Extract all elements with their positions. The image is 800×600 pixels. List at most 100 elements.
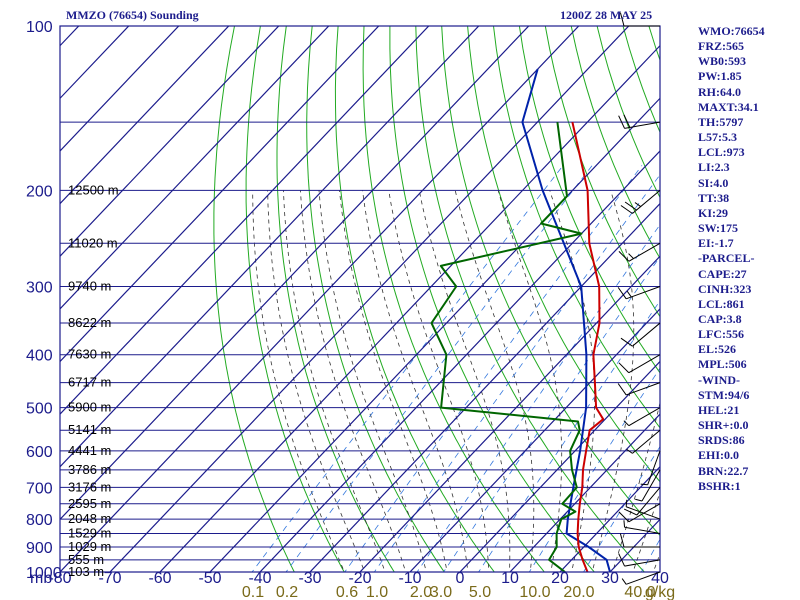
dry-adiabat (778, 26, 800, 584)
mixing-ratio-label: 10.0 (519, 584, 550, 600)
wind-barb-flag (623, 520, 626, 528)
pressure-tick-label: 1000 (26, 565, 62, 582)
temperature-tick-label: -10 (398, 570, 421, 587)
wind-barb-staff (626, 382, 661, 396)
wind-barb (621, 571, 661, 585)
mixing-ratio-label: 1.0 (366, 584, 388, 600)
index-item: KI:29 (698, 205, 728, 220)
temperature-tick-label: -60 (148, 570, 171, 587)
height-label: 11020 m (68, 235, 118, 250)
moist-adiabat (612, 401, 660, 572)
index-item: LFC:556 (698, 327, 744, 342)
plot-frame (59, 25, 661, 573)
height-label: 4441 m (68, 443, 111, 458)
isotherm (60, 26, 180, 152)
height-label: 12500 m (68, 182, 119, 197)
height-label: 3786 m (68, 462, 111, 477)
index-item: -WIND- (698, 372, 740, 387)
wind-barb-flag (620, 337, 633, 347)
wind-barb-flag (624, 201, 637, 211)
plot-area (0, 14, 800, 584)
isotherm (0, 14, 40, 584)
index-item: LCL:861 (698, 296, 745, 311)
wind-barb-flag (617, 287, 627, 300)
dry-adiabat (544, 26, 660, 318)
index-item: EL:526 (698, 342, 737, 357)
isotherm (109, 26, 630, 572)
wind-barb-staff (624, 121, 661, 129)
index-item: EHI:0.0 (698, 448, 740, 463)
isotherm (60, 26, 380, 363)
wind-barb (626, 429, 661, 454)
wind-barb-flag (640, 483, 648, 486)
wind-barb-staff (636, 487, 661, 516)
index-item: BRN:22.7 (698, 463, 749, 478)
wind-barb-flag (621, 578, 627, 585)
mixing-ratio-line (478, 300, 660, 572)
wind-barb-flag (635, 498, 643, 502)
moist-adiabat (252, 190, 345, 572)
isotherm (209, 97, 660, 572)
isotherm (60, 26, 280, 258)
index-item: FRZ:565 (698, 39, 744, 54)
mixing-ratio-label: 0.2 (276, 584, 298, 600)
isotherm (409, 307, 660, 572)
wind-barb-flag (623, 420, 630, 426)
temperature-tick-label: -80 (48, 570, 71, 587)
pressure-tick-label: 700 (26, 480, 53, 497)
wind-barb-staff (626, 286, 661, 300)
index-item: CAPE:27 (698, 266, 747, 281)
isotherm (359, 255, 660, 572)
wind-barb-flag (628, 253, 634, 259)
temperature-tick-label: -50 (198, 570, 221, 587)
station-title: MMZO (76654) Sounding (66, 8, 199, 22)
temperature-tick-label: 10 (501, 570, 519, 587)
mixing-ratio-line (583, 445, 660, 572)
dry-adiabat (570, 26, 660, 260)
wind-barb-staff (624, 526, 661, 534)
moist-adiabat (283, 190, 386, 572)
wind-barb-flag (619, 533, 625, 548)
index-item: LI:2.3 (698, 160, 730, 175)
dry-adiabat (389, 26, 595, 572)
temperature-tick-label: 0 (456, 570, 465, 587)
height-label: 7630 m (68, 347, 111, 362)
mixing-ratio-line (373, 174, 660, 572)
isotherm (60, 26, 330, 310)
index-item: WMO:76654 (698, 24, 765, 38)
wind-barb-staff (628, 407, 661, 427)
pressure-unit-label: mb (30, 570, 52, 587)
height-label: 555 m (68, 552, 104, 567)
dry-adiabat (441, 26, 660, 537)
isotherm (60, 26, 580, 572)
wind-barb (617, 382, 661, 396)
wind-barb-flag (625, 499, 628, 507)
height-label: 8622 m (68, 315, 111, 330)
mixing-ratio-unit: g/kg (645, 584, 675, 600)
mixing-ratio-label: 40.0 (624, 584, 655, 600)
moist-adiabat (388, 190, 490, 572)
dry-adiabat (213, 26, 295, 572)
moist-adiabat (339, 190, 448, 572)
height-label: 2595 m (68, 496, 111, 511)
wind-barb-flag (634, 202, 641, 207)
index-item: SW:175 (698, 221, 739, 236)
wind-barb (640, 450, 661, 486)
sounding-time: 1200Z 28 MAY 25 (560, 8, 653, 22)
mixing-ratio-label: 0.6 (336, 584, 358, 600)
wind-barb-flag (618, 511, 630, 523)
index-item: EI:-1.7 (698, 236, 734, 251)
pressure-tick-label: 500 (26, 401, 53, 418)
isotherm (60, 26, 430, 415)
temperature-tick-label: 30 (601, 570, 619, 587)
moist-adiabat (549, 190, 595, 572)
wind-barb-staff (632, 189, 661, 214)
mixing-ratio-line (251, 165, 564, 572)
isotherm (259, 150, 660, 572)
index-item: CINH:323 (698, 281, 752, 296)
isotherm (509, 413, 660, 572)
isotherm (159, 44, 660, 572)
index-item: MPL:506 (698, 357, 747, 372)
mixing-ratio-label: 20.0 (563, 584, 594, 600)
height-label: 3176 m (68, 479, 111, 494)
